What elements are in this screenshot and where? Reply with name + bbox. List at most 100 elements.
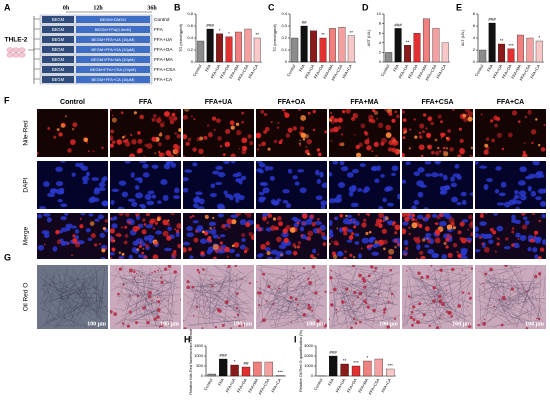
lipid-signal	[144, 143, 148, 147]
stain-texture	[272, 306, 315, 314]
nucleus	[71, 172, 76, 177]
stain-texture	[73, 278, 92, 325]
stain-texture	[478, 287, 482, 326]
stain-texture	[500, 299, 513, 306]
lipid-signal	[141, 229, 147, 235]
group-label: FFA+MA	[154, 57, 174, 63]
stain-texture	[488, 296, 533, 316]
lipid-signal	[279, 253, 283, 257]
lipid-droplet	[365, 302, 368, 305]
stain-texture	[200, 266, 244, 310]
lipid-signal	[285, 224, 291, 231]
lipid-signal	[270, 225, 276, 231]
stain-texture	[476, 288, 492, 303]
lipid-signal	[538, 220, 541, 223]
stain-texture	[295, 289, 315, 312]
stain-texture	[416, 279, 473, 304]
nucleus	[442, 174, 448, 181]
stain-texture	[98, 296, 102, 309]
lipid-signal	[302, 213, 308, 219]
x-tick-label: FFA	[392, 63, 400, 72]
stain-texture	[295, 269, 307, 301]
stain-texture	[128, 289, 164, 322]
stain-texture	[280, 287, 311, 293]
lipid-signal	[527, 110, 532, 115]
significance: ###	[206, 23, 214, 28]
lipid-signal	[329, 237, 331, 240]
lipid-signal	[60, 123, 66, 128]
lipid-signal	[470, 146, 473, 150]
lipid-signal	[404, 216, 410, 222]
y-tick-label: 0	[311, 373, 314, 378]
lipid-signal	[330, 240, 333, 243]
nucleus	[316, 178, 321, 184]
lipid-signal	[443, 241, 447, 245]
nucleus	[285, 202, 292, 209]
nucleus	[209, 228, 217, 235]
lipid-droplet	[289, 295, 293, 300]
treatment-box	[76, 76, 150, 83]
lipid-signal	[489, 119, 494, 123]
lipid-signal	[110, 217, 113, 220]
panel-letter: E	[456, 2, 462, 12]
lipid-signal	[437, 114, 442, 119]
stain-texture	[206, 304, 232, 325]
stain-texture	[502, 304, 528, 326]
stain-texture	[343, 308, 353, 319]
y-axis-label: Relative Oil Red O quantification (%)	[299, 329, 303, 392]
micrograph-content	[37, 213, 108, 259]
lipid-droplet	[214, 325, 218, 329]
nucleus	[74, 229, 80, 234]
row-label: Merge	[23, 226, 30, 245]
lipid-signal	[146, 143, 153, 149]
lipid-signal	[213, 256, 217, 259]
stain-texture	[331, 272, 341, 329]
column-header: FFA	[139, 99, 152, 106]
stain-texture	[157, 273, 181, 290]
stain-texture	[402, 311, 436, 317]
nucleus	[405, 161, 411, 166]
micrograph-content	[256, 109, 327, 157]
stain-texture	[341, 310, 363, 313]
stain-texture	[121, 293, 174, 296]
lipid-droplet	[329, 276, 333, 280]
stain-texture	[301, 290, 322, 297]
bar	[347, 35, 355, 63]
lipid-droplet	[366, 305, 370, 309]
nucleus	[173, 195, 180, 200]
stain-texture	[294, 291, 317, 322]
lipid-signal	[377, 240, 383, 245]
nucleus	[195, 196, 200, 200]
stain-texture	[141, 309, 179, 316]
stain-texture	[132, 300, 179, 321]
lipid-signal	[457, 253, 462, 259]
lipid-signal	[119, 234, 122, 237]
lipid-droplet	[484, 272, 488, 276]
nucleus	[534, 172, 542, 179]
lipid-signal	[123, 140, 126, 143]
micrograph	[475, 213, 546, 259]
lipid-signal	[127, 220, 132, 225]
nucleus	[259, 196, 267, 201]
lipid-signal	[117, 234, 120, 237]
nucleus	[350, 202, 359, 208]
lipid-signal	[156, 117, 162, 124]
stain-texture	[371, 299, 378, 304]
stain-texture	[157, 287, 161, 299]
lipid-signal	[387, 255, 393, 259]
lipid-signal	[283, 237, 289, 243]
row-label: Oil Red O	[23, 283, 30, 312]
nucleus	[440, 188, 448, 195]
stain-texture	[53, 283, 76, 322]
lipid-signal	[345, 214, 348, 217]
nucleus	[438, 173, 444, 177]
micrograph-content	[329, 265, 400, 329]
stain-texture	[187, 319, 242, 326]
stain-texture	[341, 267, 359, 301]
lipid-signal	[222, 153, 226, 157]
lipid-signal	[110, 129, 115, 134]
stain-texture	[477, 283, 526, 321]
nucleus	[135, 192, 144, 199]
stain-texture	[269, 289, 311, 317]
treatment-label: BEGM+FFA+OA (10μM)	[91, 47, 135, 52]
